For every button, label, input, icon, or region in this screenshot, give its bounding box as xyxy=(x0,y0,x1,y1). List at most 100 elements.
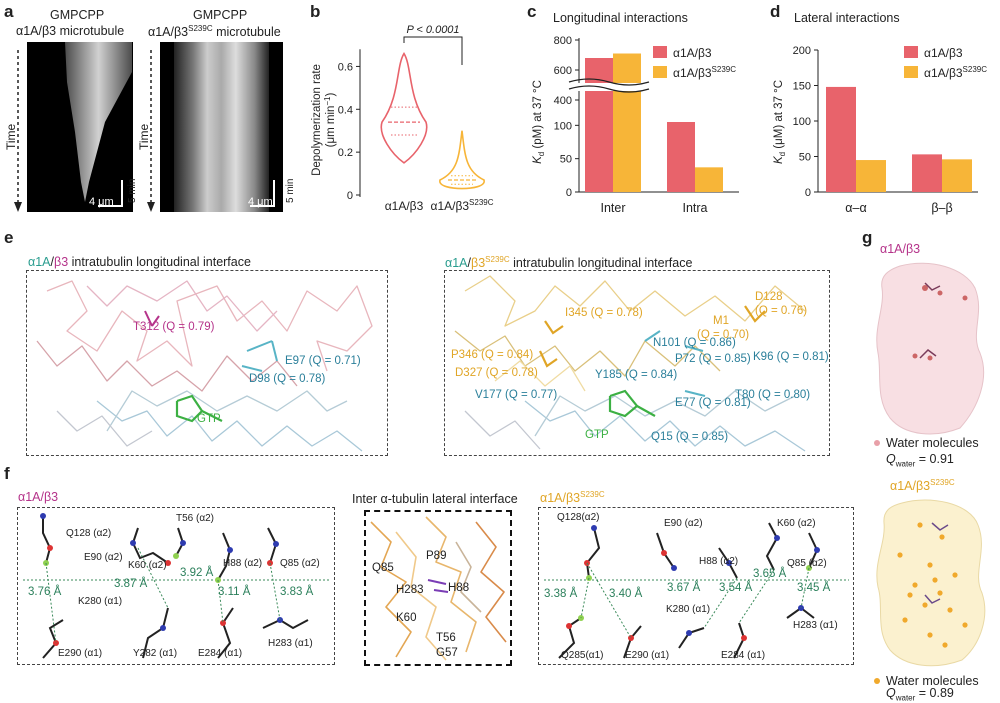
violin-chart: 0 0.2 0.4 0.6 Depolymerization rate (μm min−1… xyxy=(311,25,494,213)
c-axis-break-line-2 xyxy=(568,78,650,86)
e-right-structure-box: I345 (Q = 0.78) D128 (Q = 0.76) M1 (Q = … xyxy=(444,270,830,456)
c-bar-inter-2 xyxy=(613,53,641,192)
c-title: Longitudinal interactions xyxy=(553,11,688,25)
time-arrow-left xyxy=(14,50,22,212)
scale-x-label-left: 4 μm xyxy=(89,196,114,208)
e-right-title: α1A/β3S239C intratubulin longitudinal in… xyxy=(445,255,693,271)
c-axis-break-gap xyxy=(573,83,649,91)
label-t80: T80 (Q = 0.80) xyxy=(735,389,811,401)
d-legend-label-2: α1A/β3S239C xyxy=(924,65,987,80)
label-gtp-right: GTP xyxy=(585,429,609,441)
f-right-dist-4: 3.54 Å xyxy=(719,582,753,594)
c-y-tick-label: 800 xyxy=(554,35,572,47)
f-right-q285: Q285(α1) xyxy=(561,650,604,661)
g-top-legend-dot xyxy=(874,440,880,446)
time-label-right: Time xyxy=(137,123,151,150)
c-y-tick-label: 0 xyxy=(566,187,572,199)
f-left-k60: K60 (α2) xyxy=(128,560,167,571)
c-legend-swatch-1 xyxy=(653,46,667,58)
label-gtp-left: GTP xyxy=(197,413,221,425)
f-left-h88: H88 (α2) xyxy=(223,558,263,569)
f-left-k280: K280 (α1) xyxy=(78,596,123,607)
b-violin-1 xyxy=(380,52,428,164)
f-left-y282: Y282 (α1) xyxy=(133,648,178,659)
c-x-tick-label-1: Inter xyxy=(600,201,625,215)
label-n101: N101 (Q = 0.86) xyxy=(653,337,736,349)
d-bar-2-2 xyxy=(942,159,972,192)
longitudinal-bar-chart: Longitudinal interactions 0 50 100 400 600 800… xyxy=(532,11,739,215)
b-significance-bracket xyxy=(403,36,463,65)
d-y-tick-label: 0 xyxy=(805,187,811,199)
label-p346: P346 (Q = 0.84) xyxy=(451,349,534,361)
f-center-title: Inter α-tubulin lateral interface xyxy=(352,492,518,506)
panel-label-g: g xyxy=(862,228,873,247)
kymograph-wild-type xyxy=(27,42,133,212)
e-left-title: α1A/β3 intratubulin longitudinal interfa… xyxy=(28,255,251,269)
f-right-k60: K60 (α2) xyxy=(777,518,816,529)
b-y-tick-label: 0.2 xyxy=(338,147,353,159)
f-right-q85: Q85 (α2) xyxy=(787,558,827,569)
c-y-tick-label: 400 xyxy=(554,95,572,107)
b-y-tick-label: 0.6 xyxy=(338,61,353,73)
label-v177: V177 (Q = 0.77) xyxy=(475,389,558,401)
f-center-g57: G57 xyxy=(436,647,458,659)
panel-label-e: e xyxy=(4,228,14,247)
scale-x-label-right: 4 μm xyxy=(248,196,273,208)
label-d98: D98 (Q = 0.78) xyxy=(249,373,326,385)
c-y-tick-label: 100 xyxy=(554,120,572,132)
c-legend-label-1: α1A/β3 xyxy=(673,46,712,60)
label-d128-q: (Q = 0.76) xyxy=(755,305,808,317)
g-bottom-q: Qwater = 0.89 xyxy=(886,686,954,703)
c-y-axis-label: Kd (pM) at 37 °C xyxy=(532,80,546,164)
g-top-title: α1A/β3 xyxy=(880,242,921,256)
d-bar-2-1 xyxy=(912,154,942,192)
f-right-dist-1: 3.38 Å xyxy=(544,588,578,600)
f-left-dist-3: 3.76 Å xyxy=(28,586,62,598)
f-center-h283: H283 xyxy=(396,584,424,596)
f-right-title: α1A/β3S239C xyxy=(540,490,605,506)
d-y-tick-label: 150 xyxy=(793,81,811,93)
label-y185: Y185 (Q = 0.84) xyxy=(595,369,678,381)
d-title: Lateral interactions xyxy=(794,11,900,25)
kymograph-mutant xyxy=(160,42,283,212)
label-k96: K96 (Q = 0.81) xyxy=(753,351,829,363)
e-left-structure-box: T312 (Q = 0.79) E97 (Q = 0.71) D98 (Q = … xyxy=(26,270,388,456)
label-m1: M1 xyxy=(713,315,729,327)
d-y-tick-label: 200 xyxy=(793,45,811,57)
label-m1-q: (Q = 0.70) xyxy=(697,329,750,341)
kymo-right-title-1: GMPCPP xyxy=(193,8,248,22)
b-y-tick-label: 0 xyxy=(347,190,353,202)
panel-label-c: c xyxy=(527,2,537,21)
time-label-left: Time xyxy=(4,123,18,150)
f-left-dist-2: 3.87 Å xyxy=(114,578,148,590)
g-top-q: Qwater = 0.91 xyxy=(886,452,954,469)
f-right-dist-3: 3.67 Å xyxy=(667,582,701,594)
panel-label-f: f xyxy=(4,464,10,483)
f-left-box: Q128 (α2) T56 (α2) E90 (α2) K60 (α2) H88… xyxy=(17,507,335,665)
c-bar-inter-1 xyxy=(585,58,613,192)
b-y-axis-label-2: (μm min−1) xyxy=(323,92,337,147)
panel-label-d: d xyxy=(770,2,781,21)
b-p-value: P < 0.0001 xyxy=(406,25,459,36)
b-violin-2 xyxy=(439,130,485,190)
scale-bar-x-left xyxy=(98,205,121,207)
f-left-q85: Q85 (α2) xyxy=(280,558,320,569)
c-y-tick-label: 50 xyxy=(560,154,572,166)
d-x-tick-label-1: α–α xyxy=(845,201,866,215)
f-left-dist-1: 3.92 Å xyxy=(180,567,214,579)
g-top-legend: Water molecules xyxy=(886,436,979,450)
panel-label-b: b xyxy=(310,2,321,21)
kymo-right-title-2: α1A/β3S239C microtubule xyxy=(148,24,281,40)
f-right-q128: Q128(α2) xyxy=(557,512,600,523)
f-right-e290: E290 (α1) xyxy=(625,650,670,661)
d-bar-1-2 xyxy=(856,160,886,192)
f-right-h283: H283 (α1) xyxy=(793,620,838,631)
f-right-dist-5: 3.65 Å xyxy=(753,568,787,580)
scale-bar-x-right xyxy=(250,205,273,207)
c-bar-intra-1 xyxy=(667,122,695,192)
f-left-e90: E90 (α2) xyxy=(84,552,123,563)
d-x-tick-label-2: β–β xyxy=(931,201,952,215)
f-right-dist-6: 3.45 Å xyxy=(797,582,831,594)
f-left-h283: H283 (α1) xyxy=(268,638,313,649)
f-left-t56: T56 (α2) xyxy=(176,513,215,524)
